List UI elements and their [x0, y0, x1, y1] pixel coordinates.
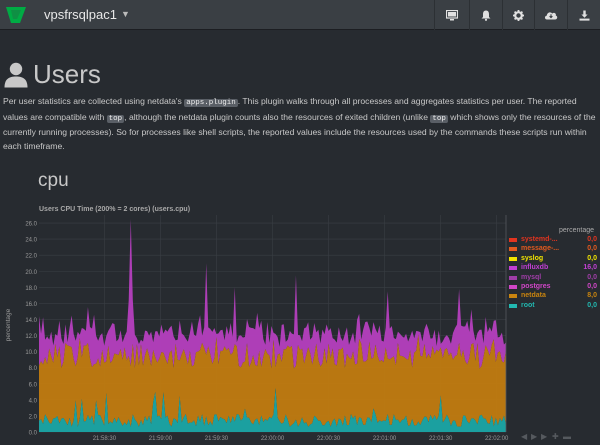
x-tick-label: 21:58:30	[93, 436, 117, 442]
legend-swatch	[509, 303, 517, 308]
zoom-in-icon[interactable]: ✚	[552, 432, 559, 441]
chart-forward-icon[interactable]: ▶	[541, 432, 548, 441]
x-tick-label: 21:59:30	[205, 436, 229, 442]
legend-label: systemd-...	[521, 236, 558, 243]
y-tick-label: 6.0	[29, 382, 38, 388]
zoom-out-icon[interactable]: ▬	[563, 432, 571, 441]
y-tick-label: 14.0	[25, 318, 37, 324]
y-tick-label: 4.0	[29, 398, 38, 404]
legend-item-postgres[interactable]: postgres 0,0	[509, 283, 598, 292]
x-tick-label: 22:00:30	[317, 436, 341, 442]
series-area-influxdb	[39, 219, 506, 369]
import-button[interactable]	[535, 0, 567, 30]
y-tick-label: 26.0	[25, 222, 37, 228]
y-tick-label: 12.0	[25, 334, 37, 340]
legend-label: mysql	[521, 273, 542, 281]
chart-title: Users CPU Time (200% = 2 cores) (users.c…	[39, 206, 191, 213]
legend-label: influxdb	[521, 264, 549, 272]
legend-swatch	[509, 238, 517, 242]
legend-item-netdata[interactable]: netdata 8,0	[509, 292, 598, 301]
code-top: top	[430, 114, 448, 123]
nav-separator	[469, 0, 470, 30]
legend-swatch	[509, 294, 517, 299]
y-tick-label: 0.0	[29, 431, 38, 437]
export-button[interactable]	[568, 0, 600, 30]
netdata-logo-icon[interactable]	[5, 6, 27, 24]
description-text: . This plugin walks through all processe…	[3, 96, 577, 122]
caret-down-icon[interactable]: ▼	[121, 9, 130, 19]
nav-separator	[567, 0, 568, 30]
user-icon	[4, 62, 28, 88]
x-tick-label: 22:02:00	[485, 436, 509, 442]
legend-item-message[interactable]: message-... 0,0	[509, 245, 598, 254]
section-description: Per user statistics are collected using …	[3, 95, 599, 153]
x-tick-label: 21:59:00	[149, 436, 173, 442]
top-navbar: vpsfrsqlpac1 ▼	[0, 0, 600, 30]
legend-item-root[interactable]: root 0,0	[509, 302, 598, 311]
code-apps-plugin: apps.plugin	[184, 99, 238, 107]
x-tick-label: 22:01:00	[373, 436, 397, 442]
y-tick-label: 24.0	[25, 238, 37, 244]
legend-value: 0,0	[587, 236, 597, 243]
y-tick-label: 2.0	[29, 414, 38, 420]
gear-icon	[512, 9, 524, 21]
legend-value: 0,0	[587, 273, 597, 281]
legend-value: 8,0	[587, 292, 597, 300]
cloud-download-icon	[544, 12, 558, 20]
code-top: top	[106, 114, 125, 123]
x-tick-label: 22:01:30	[429, 436, 453, 442]
settings-button[interactable]	[502, 0, 534, 30]
nav-separator	[434, 0, 435, 30]
legend-value: 0,0	[587, 282, 597, 290]
y-tick-label: 16.0	[25, 302, 37, 308]
alarms-button[interactable]	[470, 0, 502, 30]
chart-back-icon[interactable]: ◀	[521, 432, 528, 441]
legend-label: postgres	[521, 282, 551, 290]
legend-label: netdata	[521, 292, 546, 300]
legend-value: 16,0	[583, 264, 597, 272]
legend-swatch	[509, 266, 517, 271]
monitor-button[interactable]	[436, 0, 468, 30]
y-tick-label: 20.0	[25, 270, 37, 276]
hostname-menu[interactable]: vpsfrsqlpac1	[44, 7, 117, 22]
description-text: , although the netdata plugin counts als…	[124, 111, 431, 122]
chart-legend: systemd-... 0,0 message-... 0,0 syslog 0,0 inf…	[509, 236, 598, 311]
legend-swatch	[509, 284, 517, 289]
legend-item-influxdb[interactable]: influxdb 16,0	[509, 264, 598, 273]
legend-value: 0,0	[587, 301, 597, 309]
series-area-root	[39, 388, 506, 432]
chart-play-icon[interactable]: ▶	[531, 432, 538, 441]
y-tick-label: 10.0	[25, 350, 37, 356]
page-title: Users	[33, 59, 101, 89]
legend-item-systemd[interactable]: systemd-... 0,0	[509, 236, 598, 245]
legend-item-syslog[interactable]: syslog 0,0	[509, 255, 598, 264]
monitor-icon	[446, 9, 458, 20]
legend-value: 0,0	[587, 254, 597, 262]
series-area-netdata	[39, 334, 506, 427]
y-axis-label: percentage	[5, 308, 12, 341]
legend-label: message-...	[521, 245, 560, 253]
legend-label: syslog	[521, 254, 544, 262]
x-tick-label: 22:00:00	[261, 436, 285, 442]
y-tick-label: 22.0	[25, 254, 37, 260]
nav-separator	[534, 0, 535, 30]
section-title-cpu: cpu	[38, 170, 69, 191]
legend-label: root	[521, 301, 535, 309]
legend-swatch	[509, 275, 517, 280]
y-tick-label: 18.0	[25, 286, 37, 292]
legend-value: 0,0	[587, 245, 597, 253]
nav-separator	[502, 0, 503, 30]
legend-item-mysql[interactable]: mysql 0,0	[509, 274, 598, 283]
description-text: which shows only the resources of the cu…	[3, 111, 596, 151]
legend-unit: percentage	[559, 227, 595, 234]
download-icon	[579, 10, 589, 21]
bell-icon	[481, 10, 491, 21]
y-tick-label: 8.0	[29, 366, 38, 372]
legend-swatch	[509, 256, 517, 261]
legend-swatch	[509, 247, 517, 252]
description-text: Per user statistics are collected using …	[3, 96, 185, 106]
